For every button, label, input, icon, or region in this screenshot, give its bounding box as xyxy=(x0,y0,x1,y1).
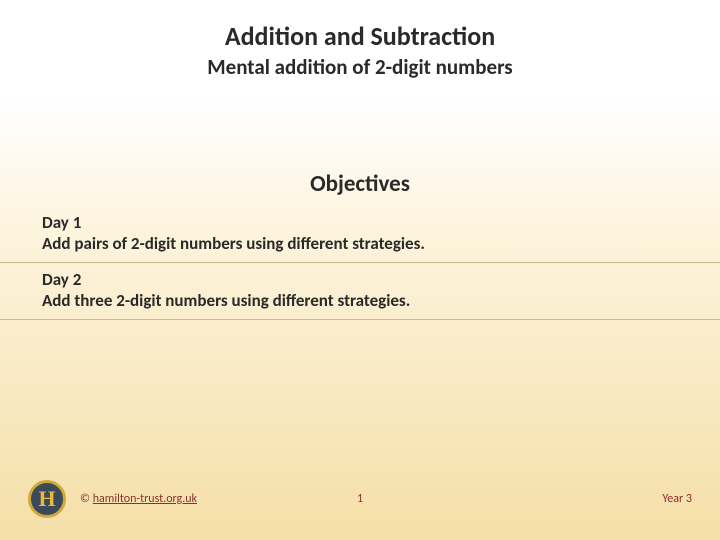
logo-icon: H xyxy=(28,480,66,518)
page-number: 1 xyxy=(357,492,363,506)
day-text: Add three 2-digit numbers using differen… xyxy=(42,290,678,311)
objectives-heading: Objectives xyxy=(0,170,720,198)
day-label: Day 2 xyxy=(42,269,678,290)
day-block: Day 1 Add pairs of 2-digit numbers using… xyxy=(0,206,720,263)
title-area: Addition and Subtraction Mental addition… xyxy=(0,0,720,80)
day-label: Day 1 xyxy=(42,212,678,233)
logo-letter: H xyxy=(38,486,55,512)
year-label: Year 3 xyxy=(662,492,692,506)
copyright-link[interactable]: hamilton-trust.org.uk xyxy=(93,492,197,506)
copyright-symbol: © xyxy=(80,492,90,506)
footer: H © hamilton-trust.org.uk 1 Year 3 xyxy=(0,480,720,518)
day-text: Add pairs of 2-digit numbers using diffe… xyxy=(42,233,678,254)
subtitle: Mental addition of 2-digit numbers xyxy=(0,54,720,80)
copyright: © hamilton-trust.org.uk xyxy=(80,492,197,506)
day-block: Day 2 Add three 2-digit numbers using di… xyxy=(0,263,720,320)
main-title: Addition and Subtraction xyxy=(0,20,720,52)
